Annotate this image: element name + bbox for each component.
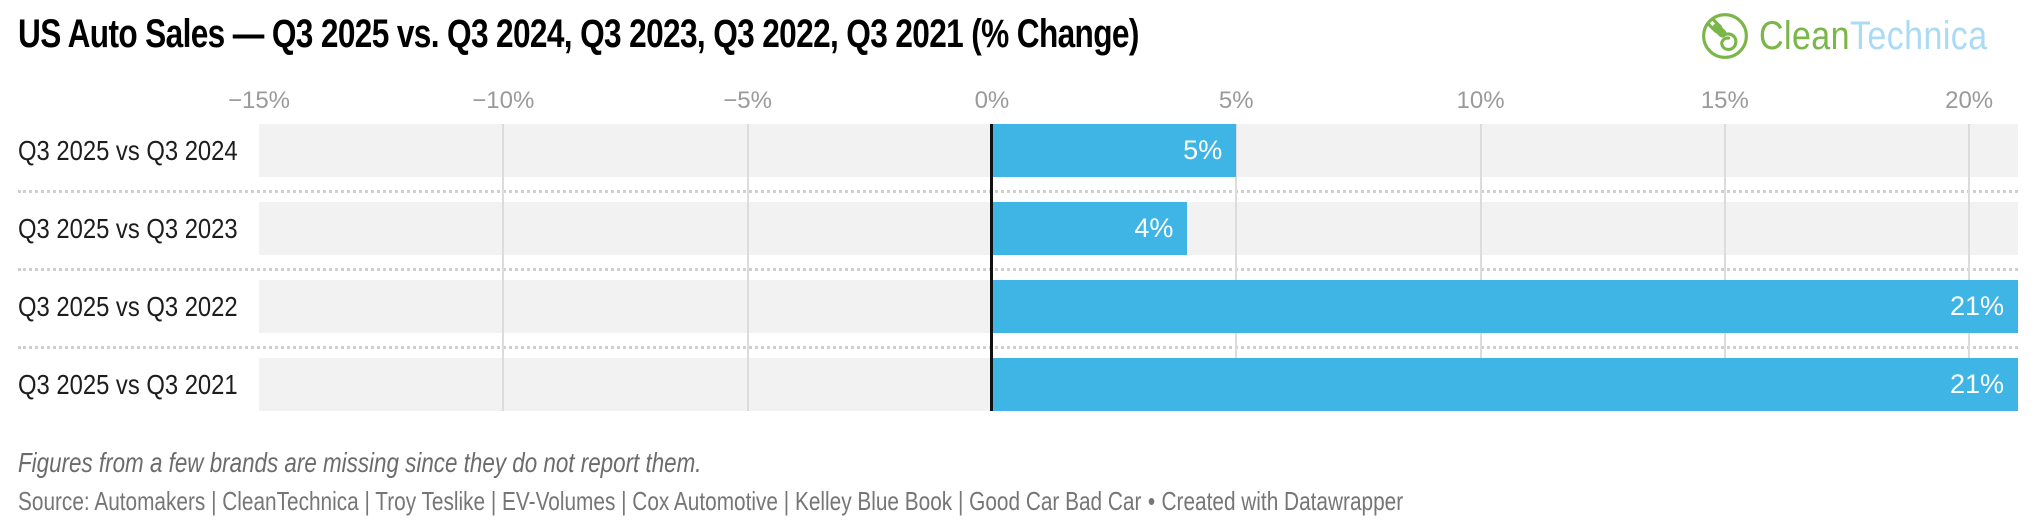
chart-source: Source: Automakers | CleanTechnica | Tro…: [18, 486, 1403, 517]
axis-tick-label: 15%: [1700, 87, 1749, 114]
axis-tick-label: −10%: [472, 87, 535, 114]
cleantechnica-plug-icon: [1702, 13, 1749, 59]
axis-tick-label: 0%: [974, 87, 1010, 114]
bar[interactable]: 4%: [991, 202, 1188, 255]
gridline: [1479, 124, 1482, 411]
logo-text-clean: Clean: [1759, 13, 1851, 58]
bar[interactable]: 21%: [991, 280, 2018, 333]
page-title: US Auto Sales — Q3 2025 vs. Q3 2024, Q3 …: [18, 12, 1139, 56]
row-separator: [18, 346, 2018, 349]
axis-tick-label: 20%: [1945, 87, 1994, 114]
cleantechnica-logo: CleanTechnica: [1700, 8, 2028, 64]
gridline: [1235, 124, 1238, 411]
row-label: Q3 2025 vs Q3 2021: [18, 368, 238, 400]
gridline: [1968, 124, 1971, 411]
chart-footnote: Figures from a few brands are missing si…: [18, 447, 702, 478]
bar-value-label: 4%: [1134, 213, 1174, 243]
row-separator: [18, 268, 2018, 271]
datawrapper-attribution[interactable]: Created with Datawrapper: [1161, 486, 1404, 516]
axis-tick-label: 5%: [1218, 87, 1254, 114]
source-text: Source: Automakers | CleanTechnica | Tro…: [18, 486, 1142, 516]
gridline: [502, 124, 505, 411]
gridline: [746, 124, 749, 411]
bar-value-label: 21%: [1949, 291, 2004, 321]
row-label: Q3 2025 vs Q3 2022: [18, 290, 238, 322]
axis-tick-label: −15%: [227, 87, 291, 114]
row-label: Q3 2025 vs Q3 2023: [18, 212, 238, 244]
source-separator: •: [1147, 486, 1156, 516]
row-separator: [18, 190, 2018, 193]
logo-text-technica: Technica: [1850, 13, 1988, 58]
zero-baseline: [990, 124, 994, 411]
axis-tick-label: 10%: [1456, 87, 1505, 114]
bar-value-label: 21%: [1949, 369, 2004, 399]
gridline: [1723, 124, 1726, 411]
bar-value-label: 5%: [1183, 135, 1223, 165]
bar[interactable]: 5%: [991, 124, 1237, 177]
row-label: Q3 2025 vs Q3 2024: [18, 134, 238, 166]
axis-tick-label: −5%: [723, 87, 772, 114]
bar[interactable]: 21%: [991, 358, 2018, 411]
